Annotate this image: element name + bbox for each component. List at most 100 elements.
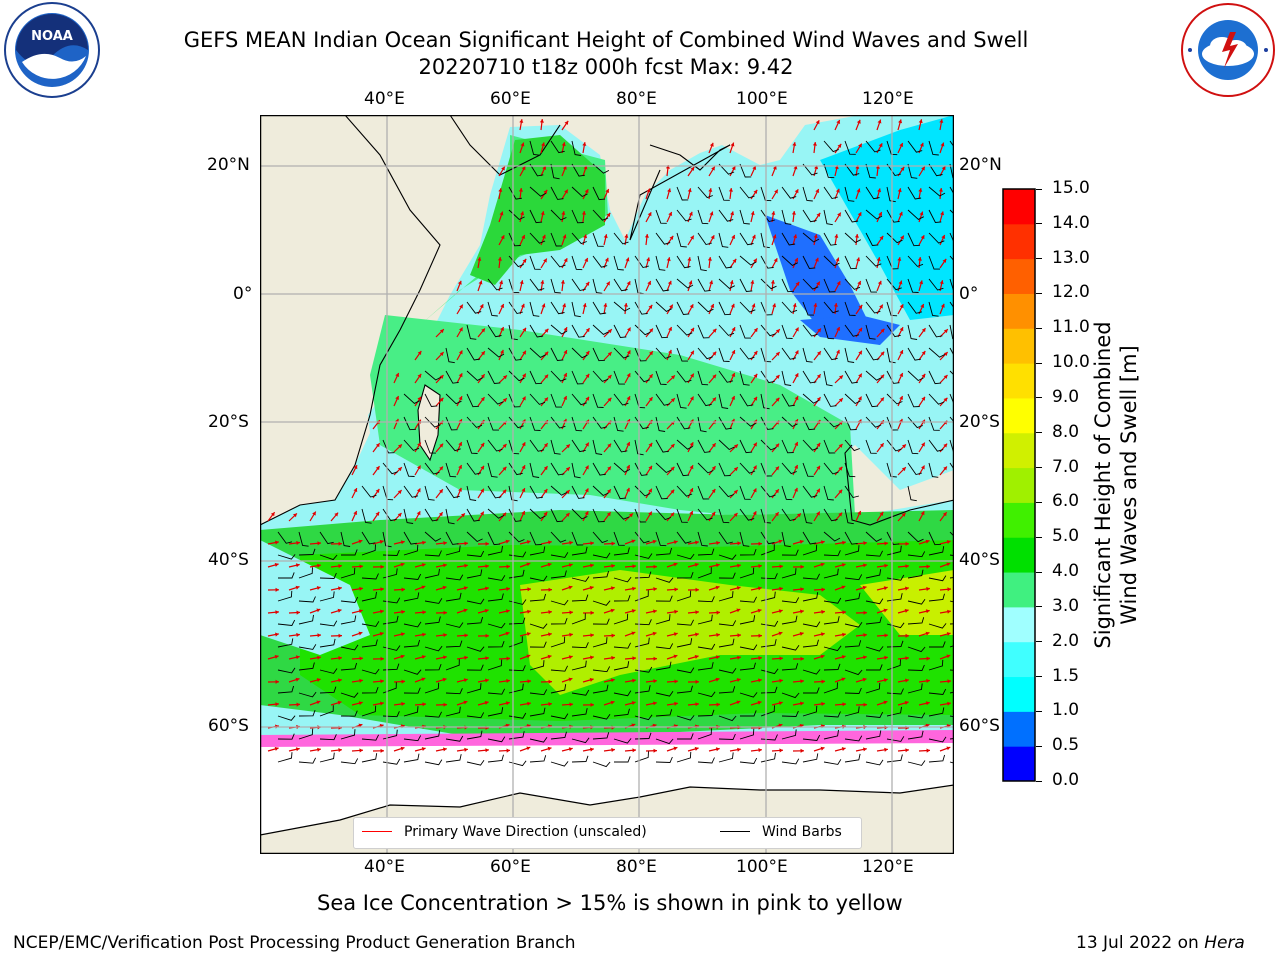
wind-barb (760, 278, 777, 290)
wave-band-high-east (860, 570, 954, 635)
wave-arrow-head (758, 586, 762, 591)
colorbar-tick-label: 5.0 (1052, 526, 1080, 547)
wave-arrow-head (585, 373, 590, 378)
wave-arrow-head (632, 564, 636, 569)
wave-arrow-head (775, 466, 779, 471)
wind-barb (487, 278, 503, 291)
wave-arrow-head (400, 540, 405, 545)
wave-arrow-head (943, 375, 948, 379)
wind-barb (886, 140, 898, 156)
wave-arrow-head (858, 304, 863, 309)
wave-arrow-head (711, 443, 716, 448)
wind-barb (802, 416, 816, 431)
wind-barb (697, 508, 713, 521)
wind-barb (403, 416, 416, 431)
wind-barb (844, 485, 860, 499)
wave-arrow-head (485, 748, 489, 753)
wave-arrow-head (610, 586, 615, 591)
wind-barb (613, 255, 624, 271)
wind-barb (886, 232, 903, 244)
wave-arrow-head (921, 351, 926, 355)
wave-arrow-head (753, 442, 757, 447)
wind-barb (571, 485, 585, 499)
wave-arrow-head (880, 374, 885, 379)
wind-barb (487, 754, 504, 763)
colorbar-tick-label: 9.0 (1052, 386, 1080, 407)
wind-barb (571, 439, 586, 453)
wind-barb (613, 439, 628, 453)
wave-arrow-head (583, 234, 588, 239)
wind-barb (361, 668, 380, 675)
colorbar-tick-mark (1036, 327, 1042, 329)
wave-arrow-head (480, 488, 484, 493)
wave-arrow-head (690, 373, 694, 378)
wave-arrow-head (770, 280, 775, 284)
wave-arrow-head (820, 540, 825, 545)
wave-arrow-head (443, 563, 447, 568)
wind-barb (697, 614, 713, 625)
wind-barb (487, 485, 502, 499)
wind-barb (319, 752, 335, 763)
wave-arrow-head (626, 442, 631, 446)
wave-arrow-head (521, 235, 526, 239)
wind-barb (571, 755, 589, 763)
wind-barb (403, 508, 414, 524)
wave-arrow-head (673, 632, 678, 637)
wave-arrow-head (626, 350, 631, 355)
wind-barb (592, 485, 609, 497)
colorbar-segment (1003, 467, 1035, 503)
wave-arrow-head (520, 211, 525, 216)
wave-arrow-head (401, 701, 405, 706)
wave-arrow-head (548, 702, 552, 707)
wind-barb (571, 613, 586, 625)
wave-arrow-head (711, 511, 716, 516)
wave-arrow-head (862, 677, 867, 682)
wind-barb (928, 593, 945, 602)
wind-barb (529, 439, 545, 452)
wave-arrow-head (812, 142, 817, 146)
wind-barb (592, 761, 611, 768)
wind-barb (802, 592, 819, 602)
wave-arrow-head (422, 632, 426, 637)
wave-arrow-head (690, 235, 694, 240)
wind-barb (718, 620, 737, 627)
lon-label-top-80e: 80°E (616, 89, 657, 109)
wind-barb (550, 552, 569, 558)
wind-barb (718, 370, 734, 383)
wave-arrow-head (774, 189, 778, 194)
wind-barb (655, 324, 668, 339)
wind-barb (277, 590, 293, 602)
wind-barb (802, 544, 818, 556)
wind-barb (571, 689, 590, 696)
wave-arrow-head (921, 442, 925, 447)
wave-arrow-head (481, 328, 485, 333)
wind-barb (844, 347, 855, 363)
wind-barb (277, 531, 293, 544)
wind-barb (907, 531, 924, 543)
wind-barb (445, 439, 461, 452)
wave-arrow-head (632, 656, 636, 661)
wave-arrow-head (877, 119, 882, 124)
wind-barb (487, 370, 501, 384)
wave-arrow-head (417, 465, 421, 470)
wind-barb (844, 735, 863, 742)
wave-arrow-head (778, 701, 783, 706)
wind-barb (466, 531, 483, 543)
wind-barb (508, 462, 523, 476)
wind-barb (571, 508, 588, 520)
wind-barb (802, 639, 819, 648)
wind-barb (466, 462, 482, 475)
wave-arrow-head (485, 541, 489, 546)
wind-barb (844, 163, 860, 176)
wave-arrow-head (379, 631, 384, 636)
wind-barb (550, 324, 568, 335)
wave-arrow-head (519, 119, 524, 123)
wind-barb (928, 688, 947, 695)
wave-arrow-head (648, 304, 653, 309)
lon-label-top-120e: 120°E (862, 89, 914, 109)
wave-arrow-head (687, 188, 692, 193)
wave-arrow-head (821, 587, 825, 592)
wind-barb (634, 255, 650, 269)
wind-barb (697, 757, 715, 764)
wave-arrow-head (695, 632, 699, 637)
